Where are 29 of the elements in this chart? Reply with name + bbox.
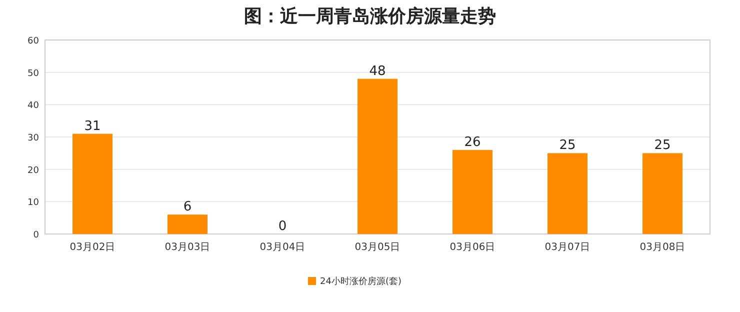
bar <box>452 150 492 234</box>
x-tick-label: 03月06日 <box>450 242 496 253</box>
y-tick-label: 60 <box>28 36 40 46</box>
y-tick-label: 50 <box>28 68 40 79</box>
bar <box>72 134 112 234</box>
data-label: 25 <box>559 138 576 154</box>
y-tick-label: 30 <box>28 134 40 144</box>
y-tick-label: 10 <box>28 198 40 208</box>
x-tick-label: 03月07日 <box>544 242 590 253</box>
x-tick-label: 03月03日 <box>164 242 210 253</box>
data-label: 0 <box>278 219 287 234</box>
x-tick-label: 03月08日 <box>640 242 686 253</box>
data-label: 6 <box>183 200 192 215</box>
y-tick-label: 40 <box>28 101 40 112</box>
legend-label: 24小时涨价房源(套) <box>320 276 402 287</box>
bar <box>358 78 398 234</box>
data-label: 48 <box>369 64 386 79</box>
x-tick-label: 03月02日 <box>70 242 116 253</box>
data-label: 26 <box>464 134 481 150</box>
data-label: 31 <box>84 118 101 134</box>
bar <box>168 214 208 234</box>
y-tick-label: 0 <box>33 230 40 240</box>
chart-title: 图：近一周青岛涨价房源量走势 <box>244 6 496 27</box>
x-tick-label: 03月05日 <box>354 242 400 253</box>
bar <box>548 153 588 234</box>
data-label: 25 <box>654 138 671 154</box>
x-tick-label: 03月04日 <box>260 242 306 253</box>
bar <box>642 153 682 234</box>
y-tick-label: 20 <box>28 166 40 176</box>
